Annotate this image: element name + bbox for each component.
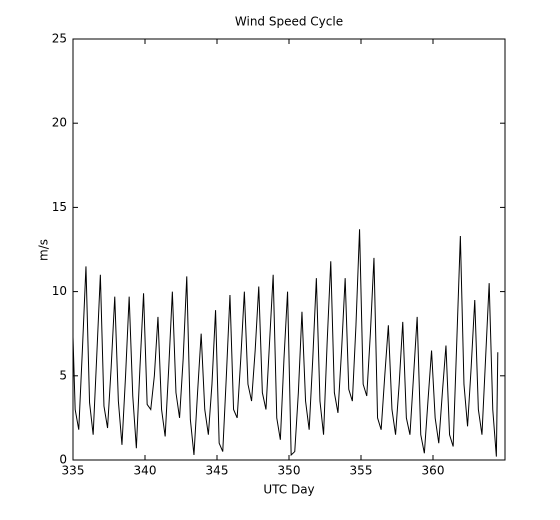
x-tick-label: 350 xyxy=(278,464,301,478)
x-tick-label: 340 xyxy=(134,464,157,478)
y-tick-label: 15 xyxy=(52,200,67,214)
chart-title: Wind Speed Cycle xyxy=(235,15,343,29)
x-tick-label: 355 xyxy=(350,464,373,478)
y-tick-label: 5 xyxy=(59,368,67,382)
y-tick-label: 0 xyxy=(59,453,67,467)
plot-frame xyxy=(72,38,506,461)
wind-speed-line xyxy=(72,229,499,457)
y-axis-label: m/s xyxy=(37,239,51,261)
x-tick-label: 360 xyxy=(422,464,445,478)
y-tick-label: 25 xyxy=(52,32,67,46)
x-tick-label: 335 xyxy=(62,464,85,478)
y-tick-label: 20 xyxy=(52,116,67,130)
x-tick-label: 345 xyxy=(206,464,229,478)
x-axis-label: UTC Day xyxy=(263,483,314,497)
y-tick-label: 10 xyxy=(52,284,67,298)
